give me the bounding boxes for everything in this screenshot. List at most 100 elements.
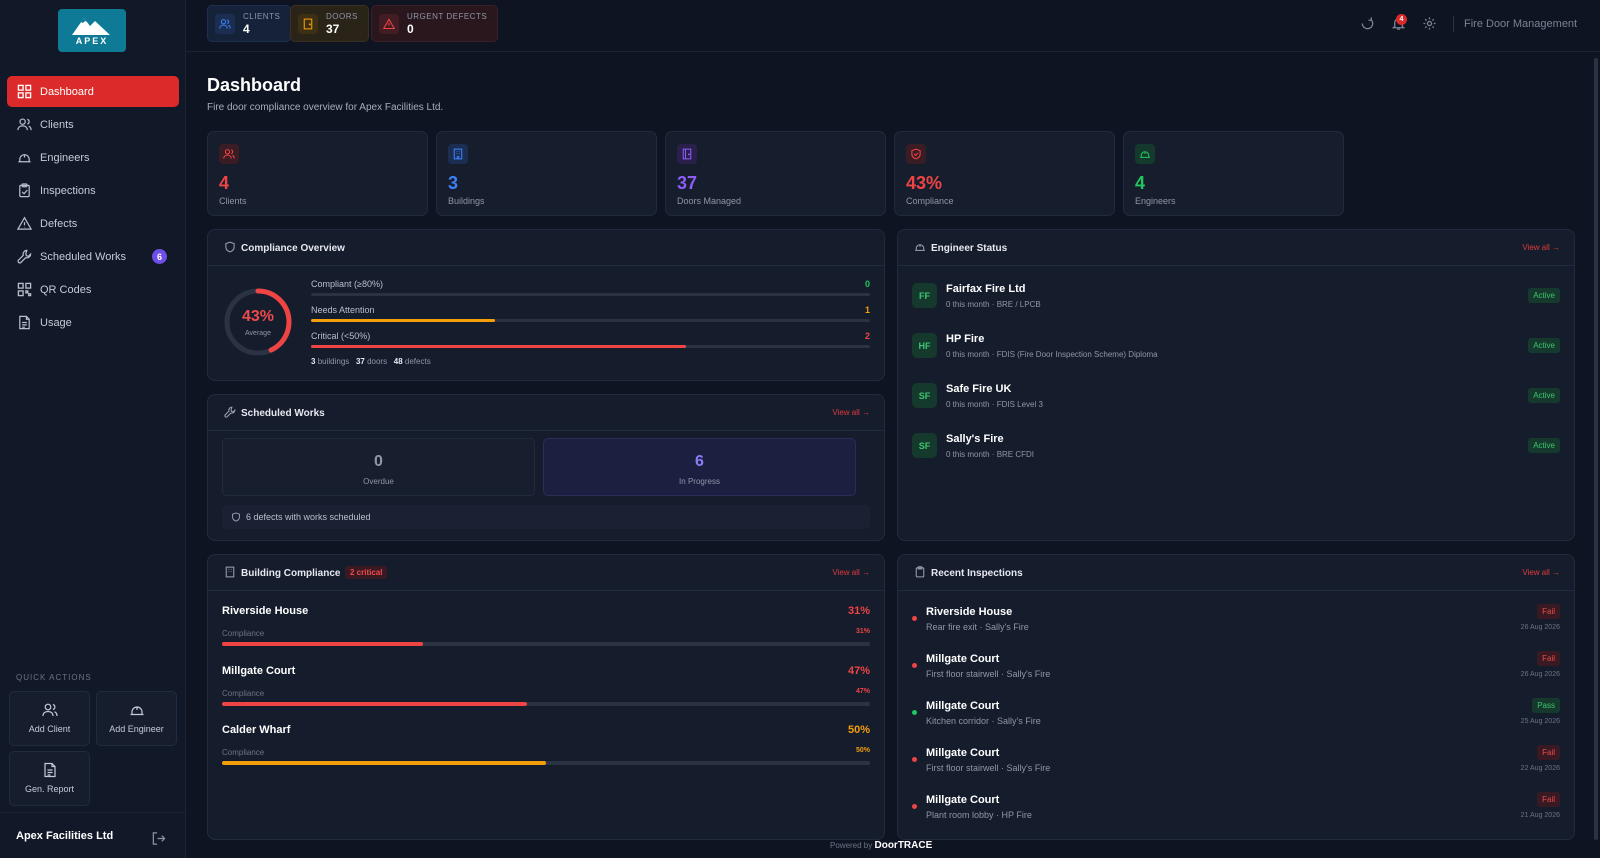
- kpi-label: Buildings: [448, 196, 485, 206]
- sidebar-item-dashboard[interactable]: Dashboard: [7, 76, 179, 107]
- inspection-building: Millgate Court: [926, 747, 1000, 759]
- progress-fill: [222, 642, 423, 646]
- inspection-row[interactable]: Millgate Court Kitchen corridor · Sally'…: [912, 698, 1560, 740]
- inspection-building: Millgate Court: [926, 653, 1000, 665]
- engineer-name: Sally's Fire: [946, 433, 1004, 445]
- scheduled-works-badge: 6: [152, 249, 167, 264]
- inspection-row[interactable]: Millgate Court First floor stairwell · S…: [912, 651, 1560, 693]
- stat-pill-clients[interactable]: CLIENTS 4: [207, 5, 292, 42]
- hardhat-icon: [17, 150, 32, 165]
- generate-report-button[interactable]: Gen. Report: [9, 751, 90, 806]
- sidebar-item-label: Defects: [40, 217, 78, 230]
- page-scrollbar[interactable]: [1594, 58, 1598, 840]
- recent-inspections-card: Recent Inspections View all → Riverside …: [897, 554, 1575, 840]
- quick-action-label: Gen. Report: [24, 784, 75, 794]
- kpi-card-clients[interactable]: 4 Clients: [207, 131, 428, 216]
- quick-actions-title: QUICK ACTIONS: [16, 673, 92, 682]
- grid-icon: [17, 84, 32, 99]
- engineer-row[interactable]: HF HP Fire 0 this month · FDIS (Fire Doo…: [912, 332, 1560, 372]
- sidebar-item-scheduled-works[interactable]: Scheduled Works 6: [7, 241, 179, 272]
- inspection-row[interactable]: Riverside House Rear fire exit · Sally's…: [912, 604, 1560, 646]
- engineer-row[interactable]: FF Fairfax Fire Ltd 0 this month · BRE /…: [912, 282, 1560, 322]
- apex-logo[interactable]: APEX: [58, 9, 126, 52]
- users-icon: [219, 18, 231, 30]
- avatar: FF: [912, 283, 937, 308]
- buildings-count: 3: [311, 357, 316, 366]
- shield-icon: [231, 512, 241, 522]
- gear-icon[interactable]: [1422, 16, 1437, 31]
- engineer-row[interactable]: SF Sally's Fire 0 this month · BRE CFDI …: [912, 432, 1560, 472]
- sidebar-item-usage[interactable]: Usage: [7, 307, 179, 338]
- organisation-bar: Apex Facilities Ltd: [0, 812, 186, 858]
- sidebar-item-clients[interactable]: Clients: [7, 109, 179, 140]
- status-dot: [912, 804, 917, 809]
- sidebar-item-inspections[interactable]: Inspections: [7, 175, 179, 206]
- users-icon: [41, 702, 58, 718]
- building-percent: 50%: [847, 724, 870, 736]
- stat-pill-doors[interactable]: DOORS 37: [290, 5, 369, 42]
- engineer-status-view-all-link[interactable]: View all →: [1522, 243, 1560, 252]
- building-sub-label: Compliance: [222, 689, 265, 698]
- card-title: Recent Inspections: [931, 568, 1023, 579]
- progress-track: [311, 345, 870, 348]
- card-header: Engineer Status View all →: [898, 230, 1574, 266]
- kpi-card-doors-managed[interactable]: 37 Doors Managed: [665, 131, 886, 216]
- kpi-card-compliance[interactable]: 43% Compliance: [894, 131, 1115, 216]
- progress-fill: [222, 761, 546, 765]
- inspection-row[interactable]: Millgate Court Plant room lobby · HP Fir…: [912, 792, 1560, 834]
- logout-icon[interactable]: [151, 831, 166, 846]
- kpi-card-buildings[interactable]: 3 Buildings: [436, 131, 657, 216]
- add-engineer-button[interactable]: Add Engineer: [96, 691, 177, 746]
- building-sub-label: Compliance: [222, 629, 265, 638]
- avatar: SF: [912, 433, 937, 458]
- overdue-box[interactable]: 0 Overdue: [222, 438, 535, 496]
- inspection-building: Millgate Court: [926, 794, 1000, 806]
- refresh-icon[interactable]: [1360, 16, 1375, 31]
- sidebar-item-qr-codes[interactable]: QR Codes: [7, 274, 179, 305]
- recent-inspections-view-all-link[interactable]: View all →: [1522, 568, 1560, 577]
- sidebar-item-label: QR Codes: [40, 283, 92, 296]
- ring-progress: [224, 288, 292, 356]
- in-progress-box[interactable]: 6 In Progress: [543, 438, 856, 496]
- card-title: Compliance Overview: [241, 243, 345, 254]
- sidebar-item-label: Clients: [40, 118, 74, 131]
- card-header: Scheduled Works View all →: [208, 395, 884, 431]
- topbar-divider: [1453, 16, 1454, 32]
- inspection-date: 21 Aug 2026: [1520, 812, 1560, 819]
- kpi-card-engineers[interactable]: 4 Engineers: [1123, 131, 1344, 216]
- doors-count: 37: [355, 357, 365, 366]
- warning-icon: [383, 17, 395, 30]
- building-compliance-view-all-link[interactable]: View all →: [832, 568, 870, 577]
- building-row[interactable]: Riverside House 31% Compliance 31%: [222, 605, 870, 655]
- scheduled-works-view-all-link[interactable]: View all →: [832, 408, 870, 417]
- stat-value: 4: [243, 21, 250, 36]
- building-row[interactable]: Millgate Court 47% Compliance 47%: [222, 665, 870, 715]
- compliance-row-label: Compliant (≥80%): [311, 279, 383, 289]
- hardhat-icon: [129, 702, 145, 718]
- compliance-row-compliant: Compliant (≥80%) 0: [311, 279, 870, 301]
- stat-label: CLIENTS: [243, 11, 281, 21]
- stat-pill-urgent-defects[interactable]: URGENT DEFECTS 0: [371, 5, 499, 42]
- building-row[interactable]: Calder Wharf 50% Compliance 50%: [222, 724, 870, 774]
- engineer-row[interactable]: SF Safe Fire UK 0 this month · FDIS Leve…: [912, 382, 1560, 422]
- kpi-label: Engineers: [1135, 196, 1176, 206]
- overdue-value: 0: [374, 453, 383, 470]
- clipboard-icon: [914, 566, 926, 578]
- card-header: Building Compliance 2 critical View all …: [208, 555, 884, 591]
- kpi-label: Clients: [219, 196, 247, 206]
- inspection-building: Millgate Court: [926, 700, 1000, 712]
- wrench-icon: [224, 406, 236, 418]
- building-sub-label: Compliance: [222, 748, 265, 757]
- sidebar-item-defects[interactable]: Defects: [7, 208, 179, 239]
- inspection-row[interactable]: Millgate Court First floor stairwell · S…: [912, 745, 1560, 787]
- status-badge: Active: [1528, 438, 1560, 453]
- sidebar-item-engineers[interactable]: Engineers: [7, 142, 179, 173]
- inspection-building: Riverside House: [926, 606, 1013, 618]
- result-badge: Fail: [1537, 604, 1560, 619]
- stat-label: URGENT DEFECTS: [407, 11, 488, 21]
- kpi-value: 4: [1135, 173, 1146, 193]
- defects-count: 48: [393, 357, 403, 366]
- add-client-button[interactable]: Add Client: [9, 691, 90, 746]
- doors-label: doors: [367, 357, 388, 366]
- engineer-name: Fairfax Fire Ltd: [946, 283, 1026, 295]
